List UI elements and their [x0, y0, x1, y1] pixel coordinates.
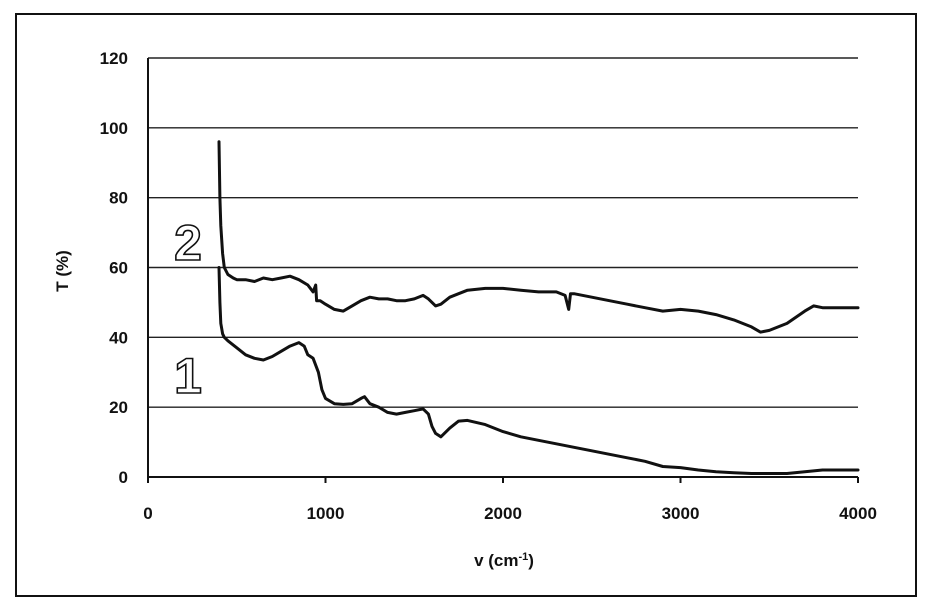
y-tick-label: 20 — [109, 398, 128, 417]
x-tick-label: 2000 — [484, 504, 522, 523]
series-line-2 — [217, 140, 860, 334]
y-tick-label: 120 — [100, 49, 128, 68]
x-axis-label-superscript: -1 — [518, 551, 528, 563]
x-tick-label: 1000 — [307, 504, 345, 523]
y-tick-label: 60 — [109, 259, 128, 278]
figure-border — [15, 13, 917, 597]
x-axis-label-main: v (cm — [474, 551, 518, 570]
y-tick-label: 100 — [100, 119, 128, 138]
curve-label-2: 2 — [174, 215, 202, 271]
tick-labels: 0 20 40 60 80 100 120 0 1000 2000 3000 4000 — [100, 49, 877, 523]
curve-label-1: 1 — [174, 348, 202, 404]
x-tick-label: 0 — [143, 504, 152, 523]
axes — [147, 58, 859, 483]
y-tick-label: 80 — [109, 189, 128, 208]
y-tick-label: 40 — [109, 328, 128, 347]
y-axis-label: T (%) — [53, 250, 72, 292]
curve-labels: 12 — [173, 214, 202, 405]
series-line-1 — [217, 266, 860, 475]
y-tick-label: 0 — [119, 468, 128, 487]
data-series — [217, 140, 860, 475]
x-axis-label-end: ) — [528, 551, 534, 570]
x-axis-label: v (cm-1) — [474, 551, 534, 570]
x-tick-label: 4000 — [839, 504, 877, 523]
x-tick-label: 3000 — [662, 504, 700, 523]
gridlines — [148, 57, 858, 408]
